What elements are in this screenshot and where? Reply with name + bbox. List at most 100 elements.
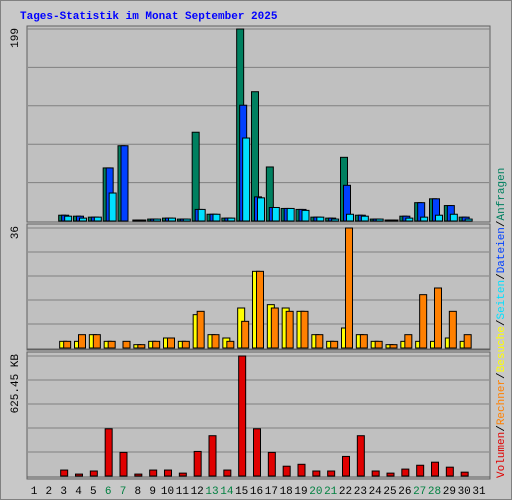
x-tick-label: 5 <box>90 486 97 498</box>
bar <box>286 207 295 222</box>
x-tick-label: 26 <box>398 486 411 498</box>
legend-separator: / <box>496 372 508 379</box>
bar <box>346 213 354 222</box>
x-tick-label: 16 <box>250 486 263 498</box>
y-tick-label: 625.45 KB <box>10 354 22 414</box>
x-tick-label: 31 <box>472 486 486 498</box>
bar <box>63 340 72 349</box>
bar <box>134 473 143 477</box>
bar <box>137 344 146 349</box>
bar <box>301 209 310 222</box>
bar <box>285 310 294 349</box>
bar <box>431 461 439 477</box>
x-tick-label: 12 <box>191 486 204 498</box>
bar <box>78 334 86 349</box>
x-tick-label: 19 <box>294 486 307 498</box>
x-tick-label: 14 <box>220 486 234 498</box>
bar <box>167 337 175 349</box>
bar <box>92 334 101 349</box>
bar <box>223 469 232 477</box>
bar <box>416 464 425 477</box>
legend-separator: / <box>496 425 508 432</box>
bar <box>178 472 187 477</box>
x-tick-label: 7 <box>120 486 127 498</box>
bar <box>342 455 350 477</box>
x-tick-label: 3 <box>60 486 67 498</box>
bar <box>191 131 200 222</box>
x-tick-label: 13 <box>205 486 218 498</box>
x-tick-label: 30 <box>458 486 471 498</box>
bar <box>108 192 117 222</box>
bar <box>359 334 368 349</box>
bar <box>460 471 469 477</box>
x-tick-label: 24 <box>369 486 383 498</box>
x-tick-label: 18 <box>280 486 293 498</box>
legend: Volumen/Rechner/Besuche/Seiten/Dateien/A… <box>496 168 508 478</box>
bar <box>401 468 410 477</box>
bar <box>420 216 429 222</box>
x-tick-label: 9 <box>149 486 156 498</box>
bar <box>267 451 276 477</box>
bar <box>270 307 279 349</box>
x-tick-label: 15 <box>235 486 248 498</box>
bar <box>375 218 384 222</box>
bar <box>297 463 306 477</box>
bar <box>197 208 206 222</box>
legend-separator: / <box>496 273 508 280</box>
bar <box>119 451 128 477</box>
bar <box>227 217 236 222</box>
y-tick-label: 199 <box>10 28 22 48</box>
bar <box>60 469 69 477</box>
bar <box>327 470 336 477</box>
legend-entry: Besuche <box>496 326 508 372</box>
bar <box>196 310 205 349</box>
bar <box>181 340 190 349</box>
bar <box>316 216 325 222</box>
legend-separator: / <box>496 320 508 327</box>
bar <box>64 215 73 222</box>
bar <box>193 450 202 477</box>
bar <box>122 340 131 349</box>
bar <box>463 334 472 349</box>
bar <box>282 465 291 477</box>
bar <box>300 310 309 349</box>
bar <box>120 145 129 222</box>
bar <box>419 294 428 349</box>
bar <box>153 218 162 222</box>
x-tick-label: 4 <box>75 486 82 498</box>
x-tick-label: 20 <box>309 486 322 498</box>
bar <box>226 340 235 349</box>
bar <box>93 216 102 222</box>
bar <box>168 217 176 222</box>
bar <box>345 227 353 349</box>
x-tick-label: 6 <box>105 486 112 498</box>
x-tick-label: 2 <box>46 486 53 498</box>
bar <box>386 472 395 477</box>
chart-title: Tages-Statistik im Monat September 2025 <box>20 11 278 23</box>
bar <box>242 137 251 222</box>
bar <box>389 344 398 349</box>
bar <box>404 334 413 349</box>
legend-entry: Dateien <box>496 227 508 273</box>
bar <box>315 334 324 349</box>
x-tick-label: 1 <box>31 486 38 498</box>
bar <box>152 340 161 349</box>
bar <box>256 270 264 349</box>
x-tick-label: 8 <box>135 486 142 498</box>
x-tick-label: 28 <box>428 486 441 498</box>
bar <box>208 435 217 477</box>
bar <box>253 428 261 477</box>
bar <box>330 340 339 349</box>
bar <box>390 219 399 222</box>
x-tick-label: 29 <box>443 486 456 498</box>
bar <box>182 218 191 222</box>
bar <box>448 310 457 349</box>
bar <box>371 470 380 477</box>
bar <box>331 218 340 222</box>
x-tick-label: 25 <box>383 486 396 498</box>
bar <box>257 197 265 222</box>
legend-entry: Seiten <box>496 280 508 320</box>
bar <box>360 215 369 222</box>
legend-entry: Volumen <box>496 432 508 478</box>
